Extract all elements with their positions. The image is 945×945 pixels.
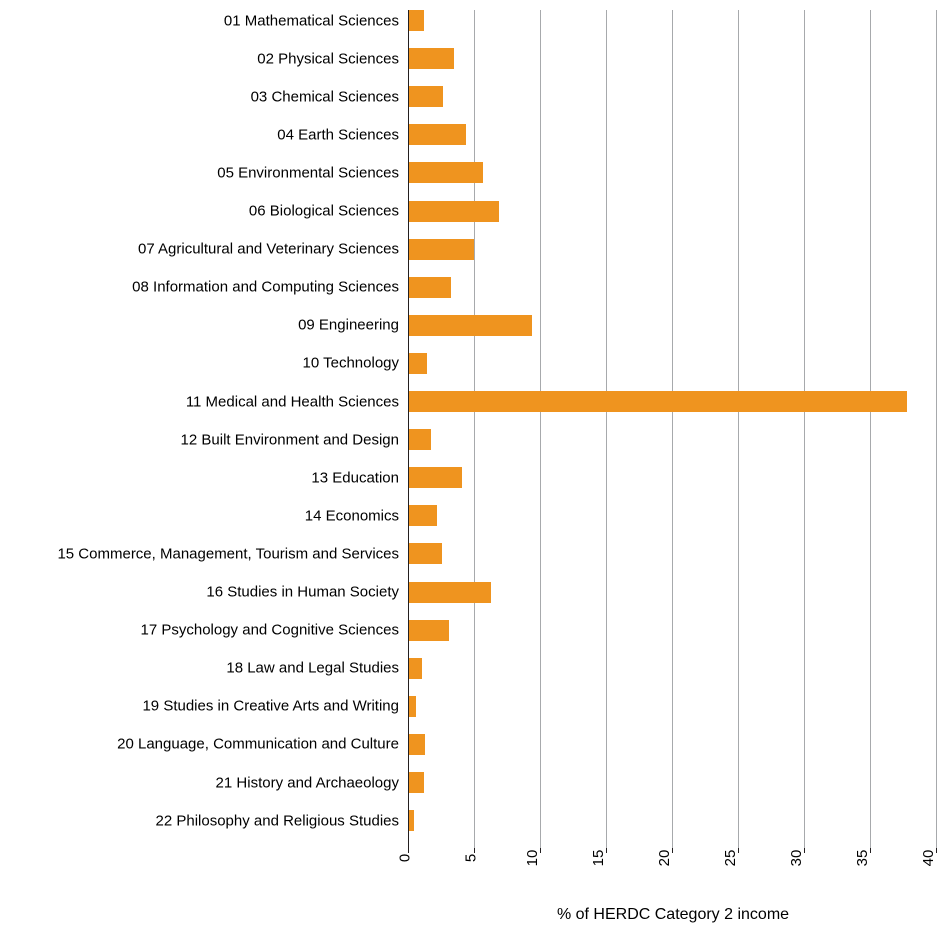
bar (409, 162, 483, 183)
bar (409, 239, 474, 260)
category-label: 22 Philosophy and Religious Studies (1, 812, 399, 829)
x-axis-title: % of HERDC Category 2 income (409, 906, 937, 924)
category-label: 07 Agricultural and Veterinary Sciences (1, 241, 399, 258)
bar-row: 01 Mathematical Sciences (409, 10, 937, 31)
x-tick-label: 5 (462, 854, 479, 862)
bar (409, 353, 427, 374)
bar-row: 17 Psychology and Cognitive Sciences (409, 620, 937, 641)
category-label: 03 Chemical Sciences (1, 88, 399, 105)
plot-area: 051015202530354001 Mathematical Sciences… (408, 10, 937, 848)
x-tick (408, 848, 409, 853)
category-label: 02 Physical Sciences (1, 50, 399, 67)
bar-row: 12 Built Environment and Design (409, 429, 937, 450)
bar-row: 07 Agricultural and Veterinary Sciences (409, 239, 937, 260)
bar-row: 04 Earth Sciences (409, 124, 937, 145)
bar-row: 21 History and Archaeology (409, 772, 937, 793)
category-label: 20 Language, Communication and Culture (1, 736, 399, 753)
bar (409, 48, 454, 69)
category-label: 18 Law and Legal Studies (1, 660, 399, 677)
bar (409, 277, 451, 298)
bar-row: 06 Biological Sciences (409, 201, 937, 222)
bar-row: 18 Law and Legal Studies (409, 658, 937, 679)
bar (409, 86, 443, 107)
category-label: 12 Built Environment and Design (1, 431, 399, 448)
bar (409, 810, 414, 831)
bar-row: 03 Chemical Sciences (409, 86, 937, 107)
category-label: 21 History and Archaeology (1, 774, 399, 791)
x-tick-label: 25 (722, 850, 739, 867)
category-label: 01 Mathematical Sciences (1, 12, 399, 29)
bar-row: 14 Economics (409, 505, 937, 526)
bar-row: 16 Studies in Human Society (409, 582, 937, 603)
bar (409, 391, 907, 412)
bar (409, 124, 466, 145)
x-tick-label: 0 (396, 854, 413, 862)
bar-row: 19 Studies in Creative Arts and Writing (409, 696, 937, 717)
x-tick-label: 30 (788, 850, 805, 867)
category-label: 14 Economics (1, 507, 399, 524)
x-tick-label: 15 (590, 850, 607, 867)
bar-row: 09 Engineering (409, 315, 937, 336)
x-tick-label: 20 (656, 850, 673, 867)
bar-row: 22 Philosophy and Religious Studies (409, 810, 937, 831)
bar (409, 696, 416, 717)
bar-row: 11 Medical and Health Sciences (409, 391, 937, 412)
bar (409, 429, 431, 450)
category-label: 17 Psychology and Cognitive Sciences (1, 622, 399, 639)
bar (409, 315, 532, 336)
category-label: 10 Technology (1, 355, 399, 372)
bar (409, 772, 424, 793)
herdc-category2-bar-chart: 0 5 10 15 20 25 30 35 40 01 Mathematical Sciences… (0, 0, 945, 945)
category-label: 16 Studies in Human Society (1, 584, 399, 601)
x-tick-label: 10 (524, 850, 541, 867)
bar-row: 20 Language, Communication and Culture (409, 734, 937, 755)
category-label: 19 Studies in Creative Arts and Writing (1, 698, 399, 715)
bar-row: 08 Information and Computing Sciences (409, 277, 937, 298)
x-tick-label: 40 (920, 850, 937, 867)
bar (409, 201, 499, 222)
category-label: 08 Information and Computing Sciences (1, 279, 399, 296)
bar (409, 620, 449, 641)
bar (409, 467, 462, 488)
bar (409, 543, 442, 564)
x-tick-label: 35 (854, 850, 871, 867)
bar (409, 582, 491, 603)
category-label: 13 Education (1, 469, 399, 486)
bar (409, 734, 425, 755)
bar-row: 02 Physical Sciences (409, 48, 937, 69)
category-label: 06 Biological Sciences (1, 203, 399, 220)
category-label: 05 Environmental Sciences (1, 164, 399, 181)
bar (409, 505, 437, 526)
category-label: 15 Commerce, Management, Tourism and Ser… (1, 545, 399, 562)
category-label: 11 Medical and Health Sciences (1, 393, 399, 410)
category-label: 04 Earth Sciences (1, 126, 399, 143)
bar-row: 15 Commerce, Management, Tourism and Ser… (409, 543, 937, 564)
bar-row: 05 Environmental Sciences (409, 162, 937, 183)
category-label: 09 Engineering (1, 317, 399, 334)
bar (409, 658, 422, 679)
bar-row: 10 Technology (409, 353, 937, 374)
x-tick (474, 848, 475, 853)
bar-row: 13 Education (409, 467, 937, 488)
bar (409, 10, 424, 31)
